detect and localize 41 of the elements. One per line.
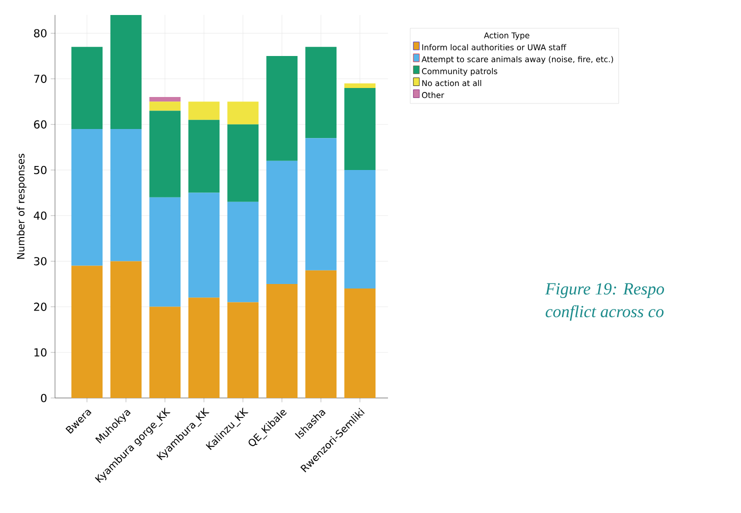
bar (188, 298, 220, 398)
y-tick-label: 30 (34, 257, 46, 266)
bar (149, 306, 181, 398)
bar (227, 202, 259, 302)
bar (110, 128, 142, 262)
bar (305, 270, 337, 398)
bar (110, 14, 142, 129)
bar (344, 83, 376, 88)
y-tick-label: 40 (34, 211, 46, 220)
bar (149, 197, 181, 307)
y-tick-label: 10 (34, 348, 46, 357)
bar (149, 97, 181, 102)
bar (188, 102, 220, 120)
caption: Figure 19: Respo (545, 283, 664, 298)
text: conflict across co (546, 305, 664, 321)
bar (344, 170, 376, 289)
y-tick-label: 60 (34, 120, 46, 129)
bar (71, 46, 103, 129)
bar (188, 192, 220, 298)
bar (71, 266, 103, 398)
bar (149, 102, 181, 111)
bar (227, 102, 259, 124)
bar (305, 46, 337, 138)
bar (227, 124, 259, 202)
bar (344, 288, 376, 398)
bar (266, 160, 298, 284)
bar (266, 56, 298, 161)
y-axis-title: Number of responses (16, 154, 26, 259)
bar (305, 138, 337, 270)
y-tick-label: 50 (34, 166, 46, 174)
bar (110, 261, 142, 398)
bar (344, 88, 376, 170)
y-tick-label: 0 (40, 394, 46, 402)
y-tick-label: 80 (34, 29, 46, 38)
bar (149, 110, 181, 198)
bar (227, 302, 259, 398)
bar (71, 128, 103, 266)
bar (188, 120, 220, 193)
bar (266, 284, 298, 398)
y-tick-label: 70 (34, 74, 46, 83)
y-tick-label: 20 (34, 302, 46, 311)
